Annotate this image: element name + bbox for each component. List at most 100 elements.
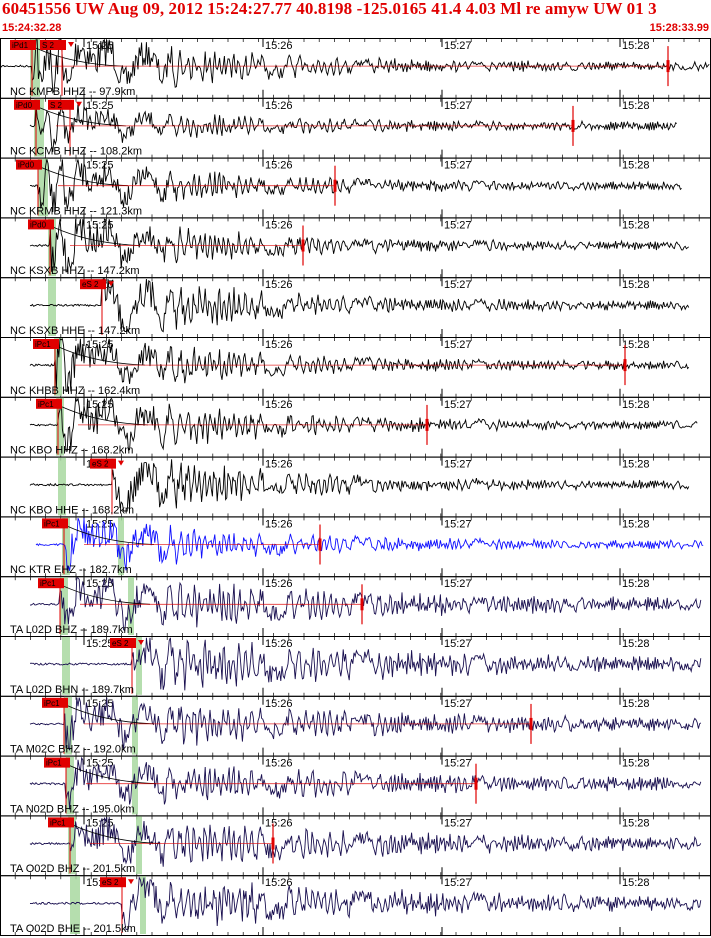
time-tick-label: 15:27: [444, 399, 472, 411]
pick-flag: [28, 219, 54, 230]
amplitude-end-marker: [318, 538, 322, 551]
time-tick-label: 15:28: [622, 758, 650, 770]
pick-arrow: [108, 281, 114, 287]
phase-band: [48, 278, 56, 336]
station-label: NC KRMB HHZ -- 121.3km: [10, 205, 142, 217]
time-tick-label: 15:28: [622, 279, 650, 291]
time-tick-label: 15:26: [265, 877, 293, 889]
waveform-trace: [29, 218, 690, 273]
station-label: NC KMPB HHZ -- 97.9km: [10, 86, 135, 98]
pick-label: iPd0: [30, 220, 47, 229]
coda-curve: [67, 526, 155, 545]
time-tick-label: 15:26: [265, 518, 293, 530]
phase-band: [62, 517, 70, 576]
time-tick-label: 15:28: [622, 638, 650, 650]
time-tick-label: 15:26: [265, 638, 293, 650]
pick-label: iPc1: [35, 340, 51, 349]
coda-curve: [39, 107, 127, 127]
coda-curve: [67, 705, 155, 725]
time-tick-label: 15:28: [622, 459, 650, 471]
pick-flag: [90, 458, 116, 469]
time-tick-label: 15:27: [444, 518, 472, 530]
time-tick-label: 15:28: [622, 160, 650, 172]
time-tick-label: 15:25: [86, 638, 114, 650]
pick-label: S 2: [42, 41, 55, 50]
time-tick-label: 15:26: [265, 698, 293, 710]
time-tick-label: 15:28: [622, 578, 650, 590]
coda-curve: [61, 406, 149, 426]
amplitude-end-marker: [333, 179, 337, 192]
phase-band: [136, 816, 142, 875]
time-tick-label: 15:25: [86, 518, 114, 530]
amplitude-end-marker: [571, 119, 575, 132]
pick-label: iPd0: [18, 161, 35, 170]
time-tick-label: 15:26: [265, 758, 293, 770]
waveform-trace: [29, 459, 690, 512]
pick-flag: [38, 578, 64, 589]
time-tick-label: 15:25: [86, 100, 114, 112]
time-tick-label: 15:27: [444, 638, 472, 650]
time-tick-label: 15:27: [444, 758, 472, 770]
phase-band: [62, 637, 70, 695]
waveform-trace: [29, 159, 682, 213]
time-tick-label: 15:26: [265, 817, 293, 829]
phase-band: [54, 338, 62, 396]
pick-label: iPc1: [44, 519, 60, 528]
amplitude-end-marker: [474, 777, 478, 790]
pick-label: iPc1: [38, 400, 54, 409]
station-label: TA L02D BHZ -- 189.7km: [10, 624, 133, 636]
time-tick-label: 15:25: [86, 219, 114, 231]
pick-label: eS 2: [102, 878, 119, 887]
amplitude-end-marker: [271, 837, 275, 850]
time-tick-label: 15:28: [622, 40, 650, 52]
pick-label: eS 2: [92, 460, 109, 469]
pick-label: S 2: [50, 101, 63, 110]
time-tick-label: 15:26: [265, 399, 293, 411]
time-tick-label: 15:27: [444, 578, 472, 590]
phase-band: [64, 696, 72, 755]
phase-band: [34, 98, 44, 157]
phase-band: [38, 158, 48, 217]
waveform-trace: [29, 396, 698, 452]
time-tick-label: 15:28: [622, 100, 650, 112]
time-tick-label: 15:27: [444, 698, 472, 710]
pick-label: eS 2: [112, 639, 129, 648]
pick-flag: [48, 817, 74, 828]
time-tick-label: 15:25: [86, 160, 114, 172]
station-label: NC KBO HHE -- 168.2km: [10, 504, 134, 516]
pick-label: iPd0: [16, 101, 33, 110]
station-label: NC KTR EHZ -- 182.7km: [10, 564, 132, 576]
coda-curve: [63, 585, 151, 605]
event-title: 60451556 UW Aug 09, 2012 15:24:27.77 40.…: [2, 0, 657, 18]
time-tick-label: 15:26: [265, 339, 293, 351]
time-tick-label: 15:28: [622, 877, 650, 889]
time-tick-label: 15:27: [444, 817, 472, 829]
amplitude-end-marker: [623, 359, 627, 372]
station-label: TA L02D BHN -- 189.7km: [10, 684, 134, 696]
waveform-trace: [29, 876, 702, 931]
station-label: NC KBO HHZ -- 168.2km: [10, 445, 133, 457]
time-tick-label: 15:27: [444, 160, 472, 172]
pick-flag: [100, 877, 126, 888]
phase-band: [66, 756, 74, 815]
time-tick-label: 15:27: [444, 459, 472, 471]
time-tick-label: 15:27: [444, 339, 472, 351]
time-tick-label: 15:26: [265, 279, 293, 291]
coda-curve: [53, 227, 141, 246]
time-tick-label: 15:26: [265, 459, 293, 471]
station-label: TA O02D BHE -- 201.5km: [10, 923, 136, 935]
pick-flag: [48, 99, 74, 110]
time-tick-label: 15:27: [444, 219, 472, 231]
pick-label: iPc1: [50, 818, 66, 827]
pick-label: iPc1: [44, 699, 60, 708]
phase-band: [30, 39, 40, 97]
pick-flag: [14, 99, 40, 110]
time-tick-label: 15:27: [444, 279, 472, 291]
time-tick-label: 15:26: [265, 40, 293, 52]
end-time: 15:28:33.99: [649, 22, 709, 34]
start-time: 15:24:32.28: [2, 22, 62, 34]
time-tick-label: 15:27: [444, 40, 472, 52]
pick-flag: [40, 40, 66, 50]
waveform-trace: [29, 817, 702, 867]
waveform-trace: [29, 697, 702, 751]
